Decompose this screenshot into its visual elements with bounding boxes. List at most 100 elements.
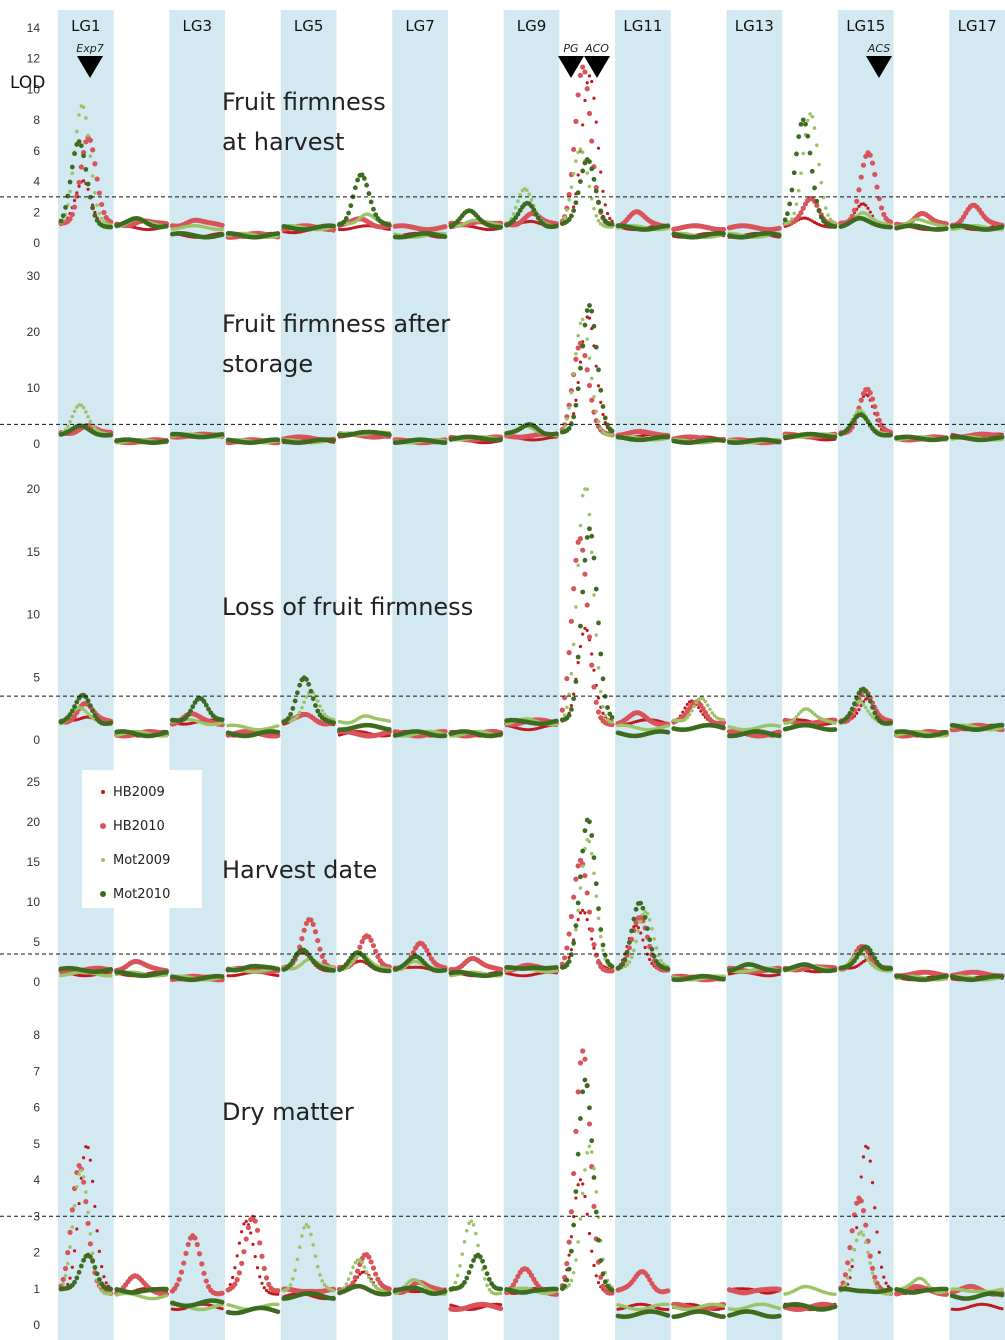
point-mot2009-lg10 xyxy=(572,643,576,647)
point-mot2010-lg8 xyxy=(498,732,503,737)
panel-title: storage xyxy=(222,350,313,378)
point-hb2010-lg15 xyxy=(874,411,879,416)
point-hb2010-lg15 xyxy=(870,396,875,401)
lg-label-lg7: LG7 xyxy=(405,17,435,35)
point-hb2010-lg15 xyxy=(856,187,861,192)
point-mot2010-lg10 xyxy=(594,345,599,350)
point-mot2009-lg1 xyxy=(82,106,86,110)
point-mot2010-lg8 xyxy=(498,437,503,442)
point-hb2010-lg15 xyxy=(879,205,884,210)
point-mot2009-lg12 xyxy=(706,703,710,707)
point-mot2009-lg10 xyxy=(588,513,592,517)
point-hb2009-lg10 xyxy=(572,693,575,696)
point-mot2009-lg14 xyxy=(799,171,803,175)
point-hb2010-lg10 xyxy=(578,73,583,78)
point-hb2010-lg13 xyxy=(777,226,782,231)
point-hb2009-lg10 xyxy=(599,171,602,174)
point-hb2010-lg10 xyxy=(573,119,578,124)
point-hb2010-lg1 xyxy=(92,161,97,166)
point-mot2009-lg10 xyxy=(572,372,576,376)
point-mot2009-lg12 xyxy=(692,705,696,709)
point-mot2010-lg6 xyxy=(371,207,376,212)
point-mot2010-lg10 xyxy=(578,366,583,371)
point-mot2010-lg10 xyxy=(574,200,579,205)
point-mot2009-lg10 xyxy=(574,352,578,356)
point-mot2010-lg10 xyxy=(576,190,581,195)
point-hb2010-lg10 xyxy=(576,345,581,350)
panel-title: Loss of fruit firmness xyxy=(222,593,473,621)
point-mot2010-lg10 xyxy=(610,222,615,227)
point-mot2009-lg12 xyxy=(686,716,690,720)
point-mot2010-lg5 xyxy=(311,696,316,701)
point-mot2010-lg15 xyxy=(852,701,857,706)
point-mot2009-lg14 xyxy=(813,126,817,130)
point-mot2010-lg6 xyxy=(369,200,374,205)
point-hb2009-lg10 xyxy=(595,365,598,368)
point-mot2010-lg14 xyxy=(790,188,795,193)
point-mot2010-lg10 xyxy=(574,403,579,408)
panel-title: Fruit firmness xyxy=(222,88,386,116)
point-mot2010-lg3 xyxy=(188,709,193,714)
point-hb2009-lg10 xyxy=(581,909,584,912)
point-hb2009-lg12 xyxy=(686,703,689,706)
point-mot2010-lg10 xyxy=(589,309,594,314)
point-mot2009-lg10 xyxy=(592,207,596,211)
point-mot2010-lg6 xyxy=(367,191,372,196)
point-mot2009-lg1 xyxy=(95,203,99,207)
point-mot2010-lg10 xyxy=(569,214,574,219)
point-mot2010-lg1 xyxy=(86,698,91,703)
point-hb2009-lg10 xyxy=(592,97,595,100)
panel-title: at harvest xyxy=(222,128,344,156)
point-mot2010-lg10 xyxy=(580,168,585,173)
point-mot2009-lg10 xyxy=(588,356,592,360)
point-mot2009-lg15 xyxy=(862,703,866,707)
point-mot2010-lg10 xyxy=(587,159,592,164)
point-mot2010-lg7 xyxy=(443,733,448,738)
point-mot2010-lg14 xyxy=(812,186,817,191)
point-mot2010-lg1 xyxy=(65,194,70,199)
point-hb2009-lg15 xyxy=(866,207,869,210)
point-hb2010-lg10 xyxy=(594,700,599,705)
point-mot2009-lg11 xyxy=(666,724,670,728)
y-tick-label: 20 xyxy=(27,325,41,339)
point-mot2009-lg10 xyxy=(599,690,603,694)
point-mot2010-lg5 xyxy=(331,224,336,229)
point-mot2010-lg10 xyxy=(596,200,601,205)
point-hb2010-lg10 xyxy=(567,650,572,655)
point-mot2009-lg10 xyxy=(579,321,583,325)
lg-label-lg13: LG13 xyxy=(735,17,774,35)
point-mot2010-lg14 xyxy=(794,152,799,157)
point-hb2010-lg10 xyxy=(589,138,594,143)
point-mot2010-lg14 xyxy=(796,134,801,139)
point-mot2010-lg10 xyxy=(578,179,583,184)
point-mot2010-lg10 xyxy=(567,426,572,431)
point-mot2009-lg1 xyxy=(84,116,88,120)
point-mot2009-lg1 xyxy=(84,410,88,414)
point-mot2010-lg1 xyxy=(59,219,64,224)
point-hb2009-lg10 xyxy=(601,413,604,416)
point-mot2009-lg10 xyxy=(603,714,607,718)
point-mot2010-lg17 xyxy=(1000,435,1005,440)
point-mot2010-lg1 xyxy=(92,213,97,218)
point-mot2010-lg15 xyxy=(866,693,871,698)
point-mot2009-lg10 xyxy=(565,417,569,421)
point-hb2009-lg10 xyxy=(577,661,580,664)
point-mot2010-lg14 xyxy=(810,169,815,174)
point-hb2009-lg10 xyxy=(588,74,591,77)
point-mot2009-lg12 xyxy=(704,700,708,704)
point-hb2010-lg1 xyxy=(88,138,93,143)
point-hb2009-lg10 xyxy=(579,645,582,648)
point-hb2010-lg1 xyxy=(70,212,75,217)
point-hb2010-lg1 xyxy=(83,139,88,144)
point-hb2010-lg10 xyxy=(582,572,587,577)
point-mot2009-lg5 xyxy=(302,700,306,704)
point-mot2010-lg5 xyxy=(286,716,291,721)
point-mot2010-lg10 xyxy=(571,208,576,213)
point-mot2010-lg10 xyxy=(587,303,592,308)
point-hb2009-lg10 xyxy=(606,212,609,215)
y-tick-label: 0 xyxy=(33,236,40,250)
point-hb2009-lg10 xyxy=(581,123,584,126)
band-lg11 xyxy=(615,10,671,1340)
point-mot2009-lg12 xyxy=(695,701,699,705)
